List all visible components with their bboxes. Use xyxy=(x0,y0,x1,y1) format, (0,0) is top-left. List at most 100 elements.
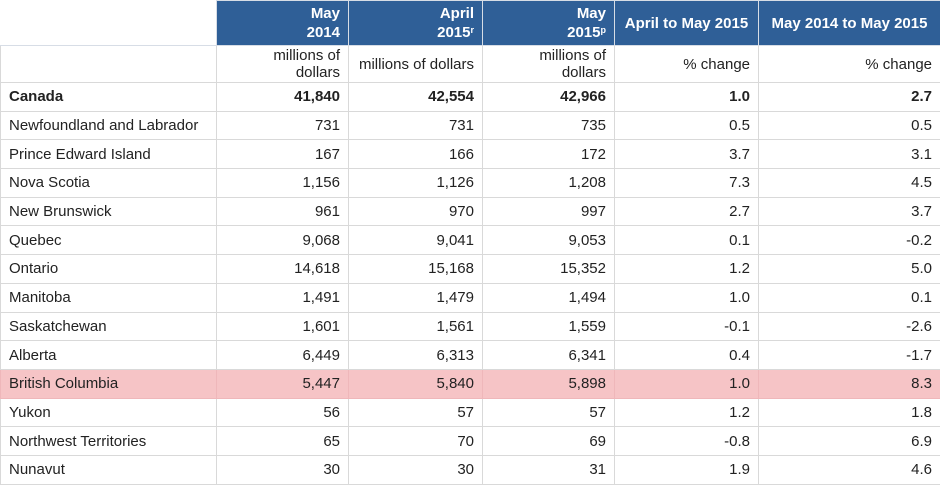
region-name: Nova Scotia xyxy=(0,168,217,198)
table-cell: -2.6 xyxy=(758,311,940,342)
table-cell: 731 xyxy=(348,110,483,141)
table-cell: 1.2 xyxy=(614,254,759,284)
table-cell: 1.9 xyxy=(614,454,759,485)
table-cell: 4.5 xyxy=(758,168,940,198)
table-cell: 41,840 xyxy=(216,82,349,112)
table-cell: 31 xyxy=(482,454,615,485)
table-cell: 5,898 xyxy=(482,368,615,399)
table-cell: 42,966 xyxy=(482,82,615,112)
unit-cell: % change xyxy=(758,45,940,83)
header-corner xyxy=(0,0,217,46)
table-row: Saskatchewan 1,601 1,561 1,559 -0.1 -2.6 xyxy=(0,311,940,342)
table-cell: 1,126 xyxy=(348,168,483,198)
units-row: millions of dollars millions of dollars … xyxy=(0,45,940,83)
table-row: Prince Edward Island 167 166 172 3.7 3.1 xyxy=(0,139,940,170)
unit-cell: millions of dollars xyxy=(348,45,483,83)
region-name: Yukon xyxy=(0,397,217,428)
region-name: Nunavut xyxy=(0,454,217,485)
table-row: New Brunswick 961 970 997 2.7 3.7 xyxy=(0,196,940,227)
table-cell: 1,601 xyxy=(216,311,349,342)
table-cell: -0.8 xyxy=(614,426,759,456)
table-row-highlighted: British Columbia 5,447 5,840 5,898 1.0 8… xyxy=(0,368,940,399)
table-row: Quebec 9,068 9,041 9,053 0.1 -0.2 xyxy=(0,225,940,256)
table-cell: 65 xyxy=(216,426,349,456)
table-cell: 69 xyxy=(482,426,615,456)
table-row: Nunavut 30 30 31 1.9 4.6 xyxy=(0,454,940,485)
table-cell: 0.1 xyxy=(758,282,940,313)
table-cell: 2.7 xyxy=(758,82,940,112)
header-line: May xyxy=(310,5,340,22)
table-cell: 0.1 xyxy=(614,225,759,256)
unit-cell xyxy=(0,45,217,83)
preliminary-marker: p xyxy=(600,25,607,35)
table-cell: 1,559 xyxy=(482,311,615,342)
region-name: New Brunswick xyxy=(0,196,217,227)
table-cell: 6,313 xyxy=(348,340,483,370)
table-cell: 6.9 xyxy=(758,426,940,456)
table-cell: 1.0 xyxy=(614,282,759,313)
table-cell: 9,053 xyxy=(482,225,615,256)
table-cell: 1,561 xyxy=(348,311,483,342)
column-header-may-2015: May 2015p xyxy=(482,0,615,46)
unit-cell: millions of dollars xyxy=(482,45,615,83)
table-cell: 1,491 xyxy=(216,282,349,313)
table-cell: 7.3 xyxy=(614,168,759,198)
table-cell: 42,554 xyxy=(348,82,483,112)
table-cell: 1,494 xyxy=(482,282,615,313)
region-name: Saskatchewan xyxy=(0,311,217,342)
region-name: Quebec xyxy=(0,225,217,256)
table-row-canada: Canada 41,840 42,554 42,966 1.0 2.7 xyxy=(0,82,940,112)
table-cell: 166 xyxy=(348,139,483,170)
region-name: Ontario xyxy=(0,254,217,284)
table-cell: 1.2 xyxy=(614,397,759,428)
table-cell: 57 xyxy=(482,397,615,428)
region-name: British Columbia xyxy=(0,368,217,399)
table-cell: 56 xyxy=(216,397,349,428)
table-cell: 14,618 xyxy=(216,254,349,284)
table-row: Alberta 6,449 6,313 6,341 0.4 -1.7 xyxy=(0,340,940,370)
table-cell: 1.0 xyxy=(614,368,759,399)
table-cell: 731 xyxy=(216,110,349,141)
table-row: Ontario 14,618 15,168 15,352 1.2 5.0 xyxy=(0,254,940,284)
table-cell: 0.5 xyxy=(614,110,759,141)
table-cell: -0.2 xyxy=(758,225,940,256)
table-cell: 1,208 xyxy=(482,168,615,198)
table-row: Yukon 56 57 57 1.2 1.8 xyxy=(0,397,940,428)
table-cell: 15,168 xyxy=(348,254,483,284)
table-cell: 0.5 xyxy=(758,110,940,141)
header-line: April xyxy=(439,5,474,22)
table-cell: 970 xyxy=(348,196,483,227)
revised-marker: r xyxy=(470,25,474,35)
region-name: Alberta xyxy=(0,340,217,370)
column-header-may-2014: May 2014 xyxy=(216,0,349,46)
table-cell: 5.0 xyxy=(758,254,940,284)
table-cell: 997 xyxy=(482,196,615,227)
table-cell: -1.7 xyxy=(758,340,940,370)
table-cell: 1.0 xyxy=(614,82,759,112)
region-name: Prince Edward Island xyxy=(0,139,217,170)
table-cell: 6,449 xyxy=(216,340,349,370)
table-cell: 15,352 xyxy=(482,254,615,284)
table-cell: 9,041 xyxy=(348,225,483,256)
column-header-april-to-may-2015: April to May 2015 xyxy=(614,0,759,46)
header-line: May xyxy=(576,5,606,22)
table-cell: 0.4 xyxy=(614,340,759,370)
table-cell: 961 xyxy=(216,196,349,227)
table-cell: 172 xyxy=(482,139,615,170)
table-header-row: May 2014 April 2015r May 2015p April to … xyxy=(0,0,940,46)
table-row: Manitoba 1,491 1,479 1,494 1.0 0.1 xyxy=(0,282,940,313)
region-name: Newfoundland and Labrador xyxy=(0,110,217,141)
table-cell: 30 xyxy=(348,454,483,485)
header-line: 2014 xyxy=(306,24,340,41)
unit-cell: % change xyxy=(614,45,759,83)
table-cell: 5,447 xyxy=(216,368,349,399)
column-header-may-2014-to-may-2015: May 2014 to May 2015 xyxy=(758,0,940,46)
table-cell: 9,068 xyxy=(216,225,349,256)
table-cell: 1.8 xyxy=(758,397,940,428)
header-line: 2015p xyxy=(567,24,607,41)
table-cell: 167 xyxy=(216,139,349,170)
unit-cell: millions of dollars xyxy=(216,45,349,83)
region-name: Northwest Territories xyxy=(0,426,217,456)
table-cell: 6,341 xyxy=(482,340,615,370)
column-header-april-2015: April 2015r xyxy=(348,0,483,46)
